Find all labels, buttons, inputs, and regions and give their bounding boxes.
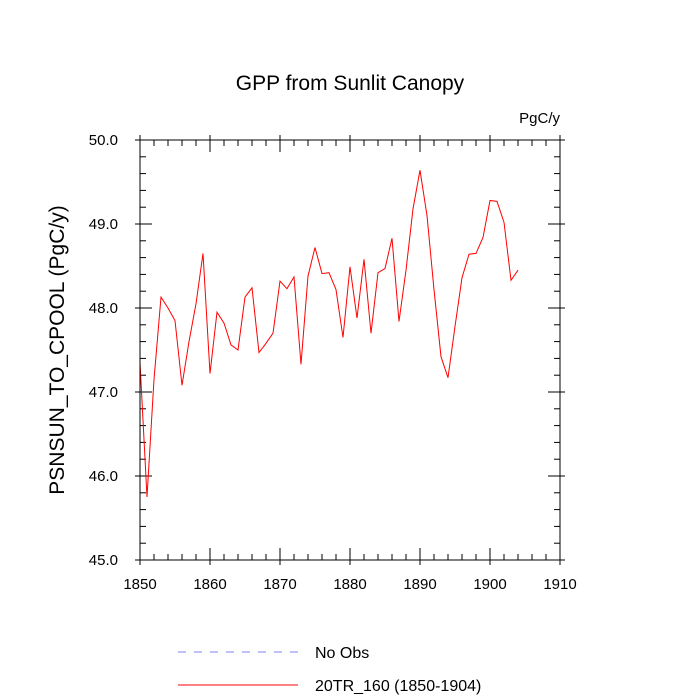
- y-axis-title: PSNSUN_TO_CPOOL (PgC/y): [46, 205, 69, 494]
- series-line-20tr-160-1850-1904: [139, 170, 519, 498]
- minor-ticks: [140, 140, 560, 560]
- plot-frame: [139, 139, 561, 561]
- major-ticks: [135, 135, 565, 565]
- x-tick-label: 1900: [473, 576, 506, 593]
- units-label: PgC/y: [519, 110, 560, 127]
- y-tick-label: 50.0: [89, 132, 118, 149]
- series-layer: [139, 170, 519, 498]
- x-tick-label: 1860: [193, 576, 226, 593]
- y-tick-label: 49.0: [89, 216, 118, 233]
- legend-label-no-obs: No Obs: [315, 645, 369, 662]
- x-tick-label: 1890: [403, 576, 436, 593]
- x-tick-label: 1910: [543, 576, 576, 593]
- x-tick-label: 1880: [333, 576, 366, 593]
- chart-title: GPP from Sunlit Canopy: [236, 72, 465, 95]
- legend: No Obs 20TR_160 (1850-1904): [178, 645, 481, 695]
- x-tick-labels: 1850 1860 1870 1880 1890 1900 1910: [123, 576, 576, 593]
- y-tick-labels: 45.0 46.0 47.0 48.0 49.0 50.0: [89, 132, 118, 569]
- y-tick-label: 48.0: [89, 300, 118, 317]
- x-tick-label: 1870: [263, 576, 296, 593]
- legend-label-20tr-160: 20TR_160 (1850-1904): [315, 678, 481, 695]
- y-tick-label: 45.0: [89, 552, 118, 569]
- x-tick-label: 1850: [123, 576, 156, 593]
- y-tick-label: 46.0: [89, 468, 118, 485]
- y-tick-label: 47.0: [89, 384, 118, 401]
